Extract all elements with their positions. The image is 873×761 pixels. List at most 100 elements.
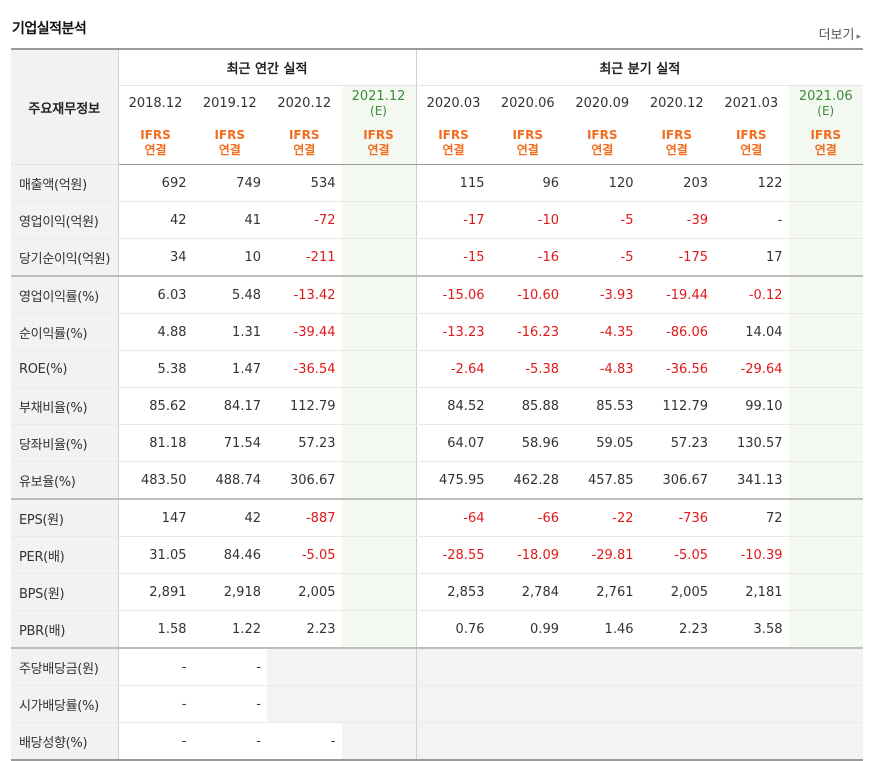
table-cell: -13.42 (267, 275, 342, 314)
table-cell: 122 (714, 164, 789, 202)
table-cell: -0.12 (714, 275, 789, 314)
estimate-mark: (E) (370, 103, 387, 118)
row-label: 영업이익(억원) (11, 201, 119, 239)
table-row: 영업이익(억원) 42 41 -72 -17 -10 -5 -39- (11, 201, 863, 239)
table-cell: -15.06 (416, 275, 491, 314)
table-cell (341, 685, 417, 723)
table-cell (788, 164, 863, 202)
table-cell: -5.05 (267, 536, 342, 574)
table-cell (714, 722, 789, 761)
accounting-standard: IFRS 연결 (416, 122, 491, 165)
table-cell: 1.47 (192, 350, 267, 388)
table-cell: -211 (267, 238, 342, 277)
table-cell: 3.58 (714, 610, 789, 649)
accounting-standard: IFRS 연결 (490, 122, 565, 165)
table-cell: 72 (714, 498, 789, 537)
table-cell: 84.52 (416, 387, 491, 425)
table-cell: 41 (192, 201, 267, 239)
table-cell (788, 647, 863, 686)
table-cell: 0.99 (490, 610, 565, 649)
table-cell (341, 164, 417, 202)
table-cell: 85.88 (490, 387, 565, 425)
table-cell (267, 685, 342, 723)
table-cell: -5 (565, 238, 640, 277)
table-cell (341, 573, 417, 611)
row-label: 유보율(%) (11, 461, 119, 500)
table-row: 부채비율(%) 85.62 84.17 112.79 84.52 85.88 85.53 11… (11, 387, 863, 425)
table-cell: 115 (416, 164, 491, 202)
table-cell (565, 722, 640, 761)
table-cell: -16.23 (490, 313, 565, 351)
table-cell: - (118, 647, 193, 686)
table-cell: 306.67 (267, 461, 342, 500)
period-header: 2021.06 (E) (788, 85, 863, 122)
table-cell (788, 350, 863, 388)
accounting-standard: IFRS 연결 (267, 122, 342, 165)
period-header: 2019.12 (193, 86, 268, 123)
table-cell: 534 (267, 164, 342, 202)
table-cell: 85.53 (565, 387, 640, 425)
table-cell: - (192, 722, 267, 761)
table-cell (788, 313, 863, 351)
table-cell: -86.06 (639, 313, 714, 351)
header-main-info: 주요재무정보 (11, 49, 119, 165)
table-cell (788, 461, 863, 500)
row-label: PBR(배) (11, 610, 119, 649)
row-label: 영업이익률(%) (11, 275, 119, 314)
accounting-consolidated: 연결 (144, 143, 167, 157)
table-cell: 57.23 (639, 424, 714, 462)
table-cell (639, 722, 714, 761)
period-header: 2021.12 (E) (341, 85, 417, 122)
table-cell: 5.38 (118, 350, 193, 388)
accounting-standard: IFRS 연결 (788, 122, 863, 165)
period-header: 2020.12 (640, 86, 715, 123)
table-cell: -16 (490, 238, 565, 277)
table-cell: -5.05 (639, 536, 714, 574)
table-cell: -66 (490, 498, 565, 537)
period-label: 2020.06 (500, 96, 555, 111)
table-cell: 2,853 (416, 573, 491, 611)
table-cell (788, 275, 863, 314)
table-cell: 2.23 (639, 610, 714, 649)
table-cell: 2,761 (565, 573, 640, 611)
table-cell (416, 722, 491, 761)
accounting-standard: IFRS 연결 (192, 122, 267, 165)
more-link[interactable]: 더보기 ▸ (819, 24, 861, 43)
table-cell: 31.05 (118, 536, 193, 574)
table-cell: -39.44 (267, 313, 342, 351)
period-label: 2020.03 (426, 96, 481, 111)
table-cell: -29.64 (714, 350, 789, 388)
table-row: BPS(원) 2,891 2,918 2,005 2,853 2,784 2,761 2,00… (11, 573, 863, 611)
accounting-standard: IFRS 연결 (341, 122, 417, 165)
table-cell: 58.96 (490, 424, 565, 462)
table-cell: - (267, 722, 342, 761)
table-cell: 475.95 (416, 461, 491, 500)
table-cell (788, 722, 863, 761)
period-label: 2020.12 (649, 96, 704, 111)
table-row: 당기순이익(억원) 34 10 -211 -15 -16 -5 -175 17 (11, 238, 863, 277)
accounting-standard: IFRS 연결 (714, 122, 789, 165)
period-header: 2018.12 (118, 86, 193, 123)
table-row: 매출액(억원) 692 749 534 115 96 120 203 122 (11, 164, 863, 202)
period-header: 2020.06 (491, 86, 566, 123)
table-cell: -19.44 (639, 275, 714, 314)
period-header: 2020.09 (565, 86, 640, 123)
table-cell (341, 275, 417, 314)
row-label: 배당성향(%) (11, 722, 119, 761)
table-cell (788, 387, 863, 425)
accounting-ifrs: IFRS (214, 128, 246, 142)
table-cell: -3.93 (565, 275, 640, 314)
table-cell: 10 (192, 238, 267, 277)
table-cell: -18.09 (490, 536, 565, 574)
table-cell: -28.55 (416, 536, 491, 574)
table-cell: -36.54 (267, 350, 342, 388)
table-cell (341, 536, 417, 574)
table-cell: 120 (565, 164, 640, 202)
table-cell: 1.46 (565, 610, 640, 649)
table-cell (267, 647, 342, 686)
table-cell: -15 (416, 238, 491, 277)
table-cell: 749 (192, 164, 267, 202)
table-cell (341, 350, 417, 388)
accounting-consolidated: 연결 (591, 143, 614, 157)
table-cell: 130.57 (714, 424, 789, 462)
